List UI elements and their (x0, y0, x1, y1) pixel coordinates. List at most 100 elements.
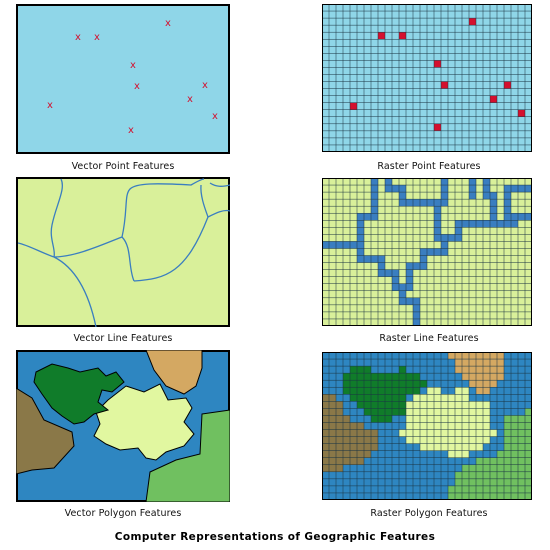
polygon-cell (427, 401, 434, 409)
line-cell (406, 262, 413, 270)
polygon-cell (336, 415, 343, 423)
polygon-cell (476, 415, 483, 423)
polygon-cell (511, 464, 518, 472)
polygon-cell (413, 394, 420, 402)
polygon-cell (455, 415, 462, 423)
polygon-cell (476, 478, 483, 486)
line-cell (518, 213, 525, 221)
polygon-cell (357, 380, 364, 388)
polygon-green-region (145, 409, 230, 502)
polygon-cell (455, 366, 462, 374)
polygon-cell (427, 436, 434, 444)
polygon-cell (483, 436, 490, 444)
line-cell (434, 234, 441, 242)
polygon-cell (462, 436, 469, 444)
line-cell (406, 199, 413, 207)
polygon-cell (476, 429, 483, 437)
polygon-cell (462, 485, 469, 493)
polygon-cell (455, 492, 462, 500)
line-cell (322, 241, 329, 249)
polygon-cell (350, 457, 357, 465)
polygon-cell (378, 415, 385, 423)
polygon-cell (371, 436, 378, 444)
polygon-cell (399, 387, 406, 395)
polygon-cell (462, 352, 469, 360)
polygon-cell (504, 485, 511, 493)
polygon-cell (518, 471, 525, 479)
polygon-cell (469, 352, 476, 360)
polygon-cell (469, 380, 476, 388)
polygon-cell (329, 450, 336, 458)
polygon-cell (420, 394, 427, 402)
vector-point-background (16, 4, 230, 154)
polygon-cell (357, 401, 364, 409)
polygon-cell (392, 394, 399, 402)
line-cell (385, 185, 392, 193)
polygon-cell (469, 436, 476, 444)
polygon-cell (350, 373, 357, 381)
polygon-cell (357, 394, 364, 402)
line-cell (420, 199, 427, 207)
polygon-cell (476, 436, 483, 444)
polygon-cell (490, 359, 497, 367)
raster-polygon-panel (322, 352, 532, 500)
polygon-cell (322, 408, 329, 416)
polygon-cell (483, 366, 490, 374)
line-cell (469, 192, 476, 200)
line-cell (357, 213, 364, 221)
polygon-cell (448, 450, 455, 458)
polygon-cell (511, 429, 518, 437)
polygon-cell (343, 457, 350, 465)
line-cell (441, 234, 448, 242)
line-cell (371, 178, 378, 186)
polygon-cell (476, 464, 483, 472)
polygon-cell (336, 436, 343, 444)
figure-title: Computer Representations of Geographic F… (114, 531, 436, 543)
polygon-cell (525, 464, 532, 472)
polygon-cell (525, 408, 532, 416)
polygon-cell (371, 380, 378, 388)
polygon-cell (462, 366, 469, 374)
polygon-cell (364, 436, 371, 444)
polygon-cell (336, 464, 343, 472)
line-cell (343, 241, 350, 249)
polygon-cell (427, 415, 434, 423)
polygon-cell (322, 415, 329, 423)
polygon-cell (329, 415, 336, 423)
polygon-cell (483, 373, 490, 381)
line-cell (455, 234, 462, 242)
polygon-cell (364, 443, 371, 451)
line-cell (378, 255, 385, 263)
polygon-cell (497, 464, 504, 472)
line-feature (121, 178, 205, 238)
point-cell (350, 102, 357, 110)
polygon-cell (448, 429, 455, 437)
line-cell (371, 185, 378, 193)
polygon-cell (350, 422, 357, 430)
polygon-cell (511, 471, 518, 479)
line-cell (336, 241, 343, 249)
polygon-cell (343, 380, 350, 388)
polygon-cell (434, 387, 441, 395)
line-cell (483, 178, 490, 186)
polygon-cell (504, 478, 511, 486)
polygon-cell (462, 422, 469, 430)
line-cell (441, 241, 448, 249)
line-feature (200, 184, 209, 218)
polygon-cell (399, 394, 406, 402)
polygon-cell (434, 429, 441, 437)
polygon-cell (504, 429, 511, 437)
line-cell (511, 220, 518, 228)
polygon-cell (455, 352, 462, 360)
vector-line-map (16, 177, 230, 327)
polygon-cell (518, 450, 525, 458)
polygon-cell (420, 415, 427, 423)
polygon-cell (385, 387, 392, 395)
polygon-cell (462, 401, 469, 409)
line-cell (406, 269, 413, 277)
line-cell (441, 199, 448, 207)
polygon-cell (448, 394, 455, 402)
polygon-cell (525, 450, 532, 458)
raster-point-panel (322, 4, 532, 152)
polygon-cell (497, 471, 504, 479)
